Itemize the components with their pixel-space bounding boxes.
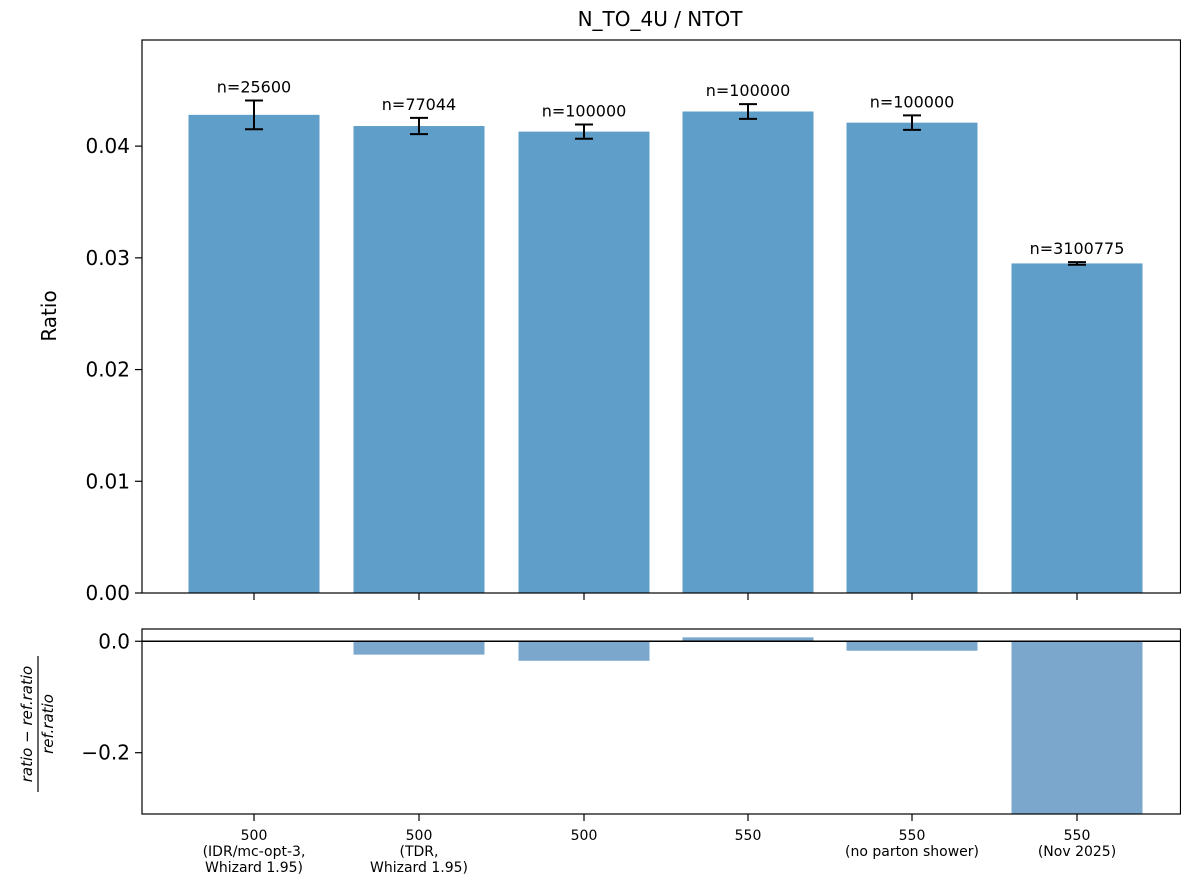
bar [188,114,320,594]
relative-difference-panel: ratio − ref.ratio ref.ratio 0.0 −0.2 [18,628,1181,821]
bar [518,131,650,593]
x-tick-label-line: 550 [735,828,762,844]
x-tick-label-line: (no parton shower) [845,844,979,860]
bar [1011,641,1143,814]
x-tick-label-line: Whizard 1.95) [370,860,468,876]
bar [353,126,485,594]
data-label: n=100000 [870,92,955,111]
ratio-panel: Ratio n=25600 n=77044 n=100000 n=100000 n=10… [37,39,1181,605]
x-tick-label-line: 500 [406,828,433,844]
data-label: n=25600 [217,77,291,96]
x-tick-label-line: 550 [899,828,926,844]
y-axis-label: Ratio [37,290,61,341]
x-tick-label: 550 (no parton shower) [845,828,979,860]
bar [846,641,978,651]
data-label: n=100000 [706,81,791,100]
y-tick-label: 0.03 [85,246,130,270]
x-tick-label-line: 500 [571,828,598,844]
x-tick-label-line: Whizard 1.95) [205,860,303,876]
x-tick-label-line: (Nov 2025) [1038,844,1116,860]
bar [682,637,814,642]
x-tick-label: 500 (IDR/mc-opt-3, Whizard 1.95) [203,828,306,876]
y-tick-label: 0.0 [98,629,130,653]
x-tick-label-line: (IDR/mc-opt-3, [203,844,306,860]
x-tick-label: 500 (TDR, Whizard 1.95) [370,828,468,876]
x-tick-label: 500 [571,828,598,844]
y-tick-label: 0.00 [85,581,130,605]
y-axis-label-numerator: ratio − ref.ratio [18,666,36,782]
bar [353,641,485,655]
x-tick-label: 550 [735,828,762,844]
x-tick-label-line: (TDR, [400,844,439,860]
x-tick-label: 550 (Nov 2025) [1038,828,1116,860]
data-label: n=100000 [542,101,627,120]
data-label: n=3100775 [1030,239,1125,258]
y-tick-label: 0.04 [85,134,130,158]
bar [518,641,650,661]
x-axis-category-labels: 500 (IDR/mc-opt-3, Whizard 1.95)500 (TDR, Wh… [203,828,1117,876]
x-tick-label-line: 550 [1064,828,1091,844]
chart-title: N_TO_4U / NTOT [578,7,744,31]
bar [682,111,814,593]
bar [846,122,978,593]
data-label: n=77044 [382,95,456,114]
x-tick-label-line: 500 [241,828,268,844]
y-tick-label: 0.02 [85,358,130,382]
y-tick-label: −0.2 [81,741,130,765]
bar [1011,263,1143,593]
y-axis-label-denominator: ref.ratio [39,694,57,754]
y-tick-label: 0.01 [85,469,130,493]
relative-difference-axis-label: ratio − ref.ratio ref.ratio [18,656,57,792]
